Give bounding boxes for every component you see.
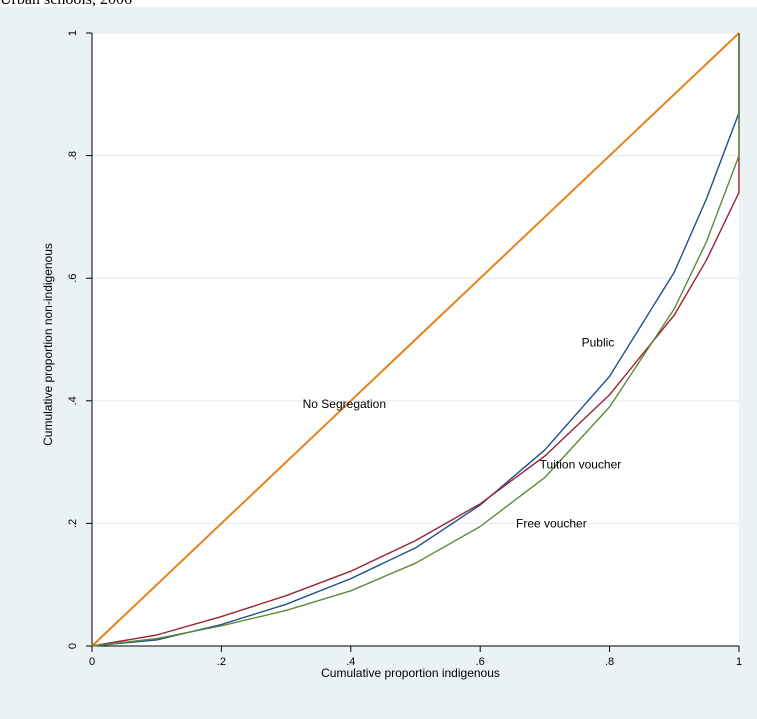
x-tick-label: .8 (605, 656, 614, 668)
x-tick-label: .6 (476, 656, 485, 668)
y-tick-label: .4 (67, 396, 79, 405)
series (91, 32, 740, 647)
curve-labels: No Segregation Public Tuition voucher Free … (303, 336, 622, 531)
series-tuition-voucher-label: Tuition voucher (540, 458, 622, 472)
y-tick-label: 0 (67, 643, 79, 649)
y-tick-label: .8 (67, 151, 79, 160)
y-tick-label: 1 (67, 30, 79, 36)
series-public-line (91, 33, 740, 647)
x-axis-title: Cumulative proportion indigenous (321, 666, 500, 680)
series-tuition-voucher-line (91, 33, 740, 647)
x-tick-label: 0 (89, 656, 95, 668)
series-no-segregation-line (91, 32, 740, 647)
series-public-label: Public (582, 336, 615, 350)
series-free-voucher-line (91, 33, 740, 647)
axes: 0 .2 .4 .6 .8 1 0 .2 .4 .6 .8 1 (67, 30, 742, 668)
series-free-voucher-label: Free voucher (516, 516, 587, 530)
x-tick-label: 1 (736, 656, 742, 668)
y-tick-label: .6 (67, 274, 79, 283)
x-tick-label: .4 (346, 656, 355, 668)
y-tick-label: .2 (67, 519, 79, 528)
x-tick-label: .2 (217, 656, 226, 668)
series-no-segregation-label: No Segregation (303, 397, 386, 411)
gridlines (92, 32, 739, 524)
chart-title: Urban schools, 2006 (0, 0, 132, 9)
y-axis-title: Cumulative proportion non-indigenous (41, 243, 55, 446)
